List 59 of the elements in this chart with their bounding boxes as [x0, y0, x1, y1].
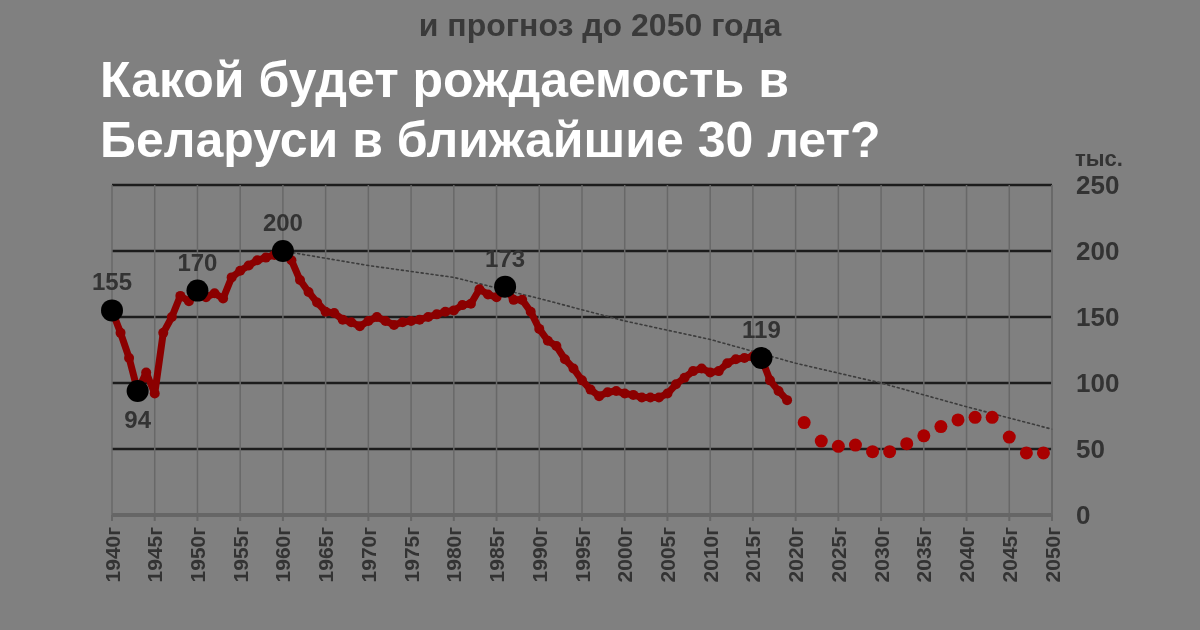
x-tick-label: 1965г	[314, 526, 338, 583]
y-tick-label: 250	[1076, 170, 1120, 201]
point	[883, 445, 897, 459]
x-tick-label: 2030г	[869, 526, 893, 583]
x-tick-label: 1990г	[527, 526, 551, 583]
x-tick-label: 1970г	[356, 526, 380, 583]
point	[271, 240, 294, 262]
chart-subtitle: и прогноз до 2050 года	[417, 6, 783, 44]
x-tick-label: 2045г	[997, 526, 1021, 583]
data-label: 170	[177, 248, 218, 276]
x-tick-label: 1950г	[186, 526, 210, 583]
data-label: 94	[124, 405, 152, 433]
data-label: 200	[262, 209, 303, 236]
point	[1036, 446, 1050, 460]
x-tick-label: 2015г	[741, 526, 765, 583]
point	[494, 275, 517, 298]
point	[866, 445, 880, 459]
x-tick-label: 2050г	[1040, 526, 1064, 583]
y-tick-label: 50	[1076, 434, 1105, 465]
data-label: 173	[485, 244, 526, 272]
point	[985, 410, 999, 424]
point	[917, 429, 931, 443]
y-tick-label: 200	[1076, 236, 1120, 267]
point	[1019, 446, 1033, 460]
x-tick-label: 1985г	[485, 526, 509, 583]
x-tick-label: 1975г	[399, 526, 423, 583]
data-label: 155	[91, 268, 133, 296]
point	[1002, 430, 1016, 444]
x-tick-label: 2000г	[613, 526, 637, 583]
point	[951, 413, 965, 427]
point	[101, 299, 123, 322]
x-tick-label: 2020г	[784, 526, 808, 583]
point	[814, 434, 828, 448]
chart-title: Какой будет рождаемость в Беларуси в ближайшие 30 лет?	[100, 51, 882, 170]
x-tick-label: 2010г	[698, 526, 722, 583]
data-label: 119	[742, 315, 781, 343]
y-tick-label: 150	[1076, 302, 1120, 333]
x-tick-label: 1940г	[100, 526, 124, 583]
point	[750, 346, 773, 369]
x-tick-label: 2040г	[955, 526, 979, 583]
x-tick-label: 1995г	[570, 526, 594, 583]
point	[900, 437, 914, 451]
x-tick-label: 1960г	[271, 526, 295, 583]
point	[186, 279, 209, 302]
x-tick-label: 2025г	[826, 526, 850, 583]
x-tick-label: 1980г	[442, 526, 466, 583]
x-tick-label: 1955г	[228, 526, 252, 583]
x-tick-label: 2035г	[912, 526, 936, 583]
y-axis-title: тыс.	[1075, 146, 1123, 172]
point	[968, 410, 982, 424]
point	[831, 439, 845, 453]
x-tick-label: 2005г	[656, 526, 680, 583]
point	[126, 379, 149, 402]
point	[797, 416, 811, 430]
y-tick-label: 0	[1076, 500, 1091, 531]
y-tick-label: 100	[1076, 368, 1120, 399]
point	[934, 420, 948, 434]
x-tick-label: 1945г	[143, 526, 167, 583]
point	[848, 438, 862, 452]
